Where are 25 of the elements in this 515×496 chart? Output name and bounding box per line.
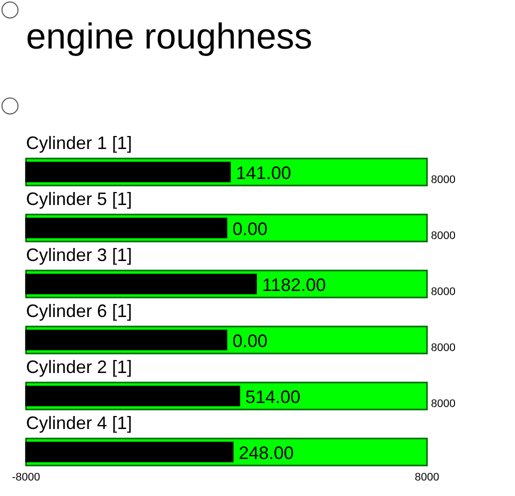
data-label: 0.00 [232,219,268,239]
chart-title: engine roughness [26,16,312,56]
data-label: 248.00 [238,443,294,463]
data-label: 8000 [431,398,456,410]
y-tick-label: Cylinder 2 [1] [26,357,132,377]
data-label: 8000 [431,174,456,186]
y-tick-label: Cylinder 3 [1] [26,245,132,265]
data-label: 514.00 [245,387,300,407]
bar [25,274,257,294]
bar [25,386,240,406]
y-tick-label: Cylinder 4 [1] [26,413,132,433]
data-label: 8000 [431,230,456,242]
bar [25,330,228,350]
data-label: 141.00 [236,163,292,183]
y-tick-label: Cylinder 6 [1] [26,301,132,321]
data-label: 1182.00 [262,275,326,295]
data-label: 0.00 [232,331,268,351]
data-label: 8000 [431,342,456,354]
y-tick-label: Cylinder 5 [1] [26,189,132,209]
bar [25,162,231,182]
data-label: 8000 [431,286,456,298]
bar [25,218,228,238]
y-tick-label: Cylinder 1 [1] [26,133,132,153]
bar [25,442,234,462]
x-tick-label: -8000 [12,472,40,484]
